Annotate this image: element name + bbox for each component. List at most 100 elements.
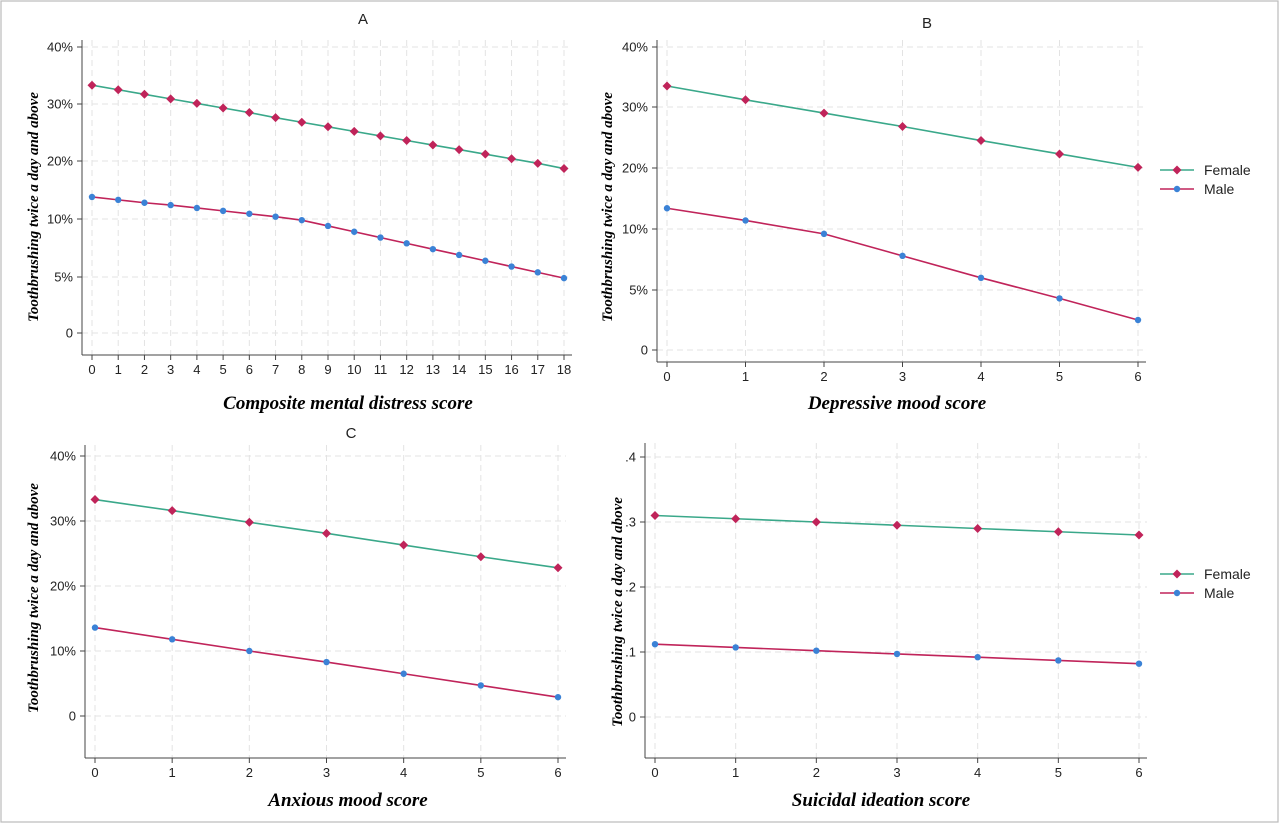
x-tick-label: 9 [324,362,331,377]
x-tick-label: 7 [272,362,279,377]
x-tick-label: 1 [169,765,176,780]
y-tick-label: 0 [66,326,73,341]
data-point [271,113,281,123]
x-tick-label: 18 [557,362,571,377]
data-point [297,117,307,127]
series-female [650,511,1144,540]
data-point [90,495,100,505]
data-point [553,563,563,573]
legend-item-female: Female [1160,566,1251,582]
data-point [168,636,176,643]
y-axis-label: Toothbrushing twice a day and above [26,92,42,322]
x-tick-label: 0 [91,765,98,780]
legend-label: Female [1204,162,1251,178]
y-tick-label: 5% [629,283,648,298]
data-point [87,80,97,90]
legend-marker [1173,589,1181,597]
data-point [246,210,253,217]
data-point [813,647,820,654]
panel-4: 0 .1 .2 .3 .4 0 1 2 3 4 5 6 Suicidal ideation score T… [610,443,1251,811]
y-tick-label: 20% [47,154,73,169]
x-tick-label: 3 [893,765,900,780]
data-point [193,204,201,212]
x-tick-label: 4 [977,369,984,384]
x-tick-label: 4 [974,765,981,780]
panel-3: 0 10% 20% 30% 40% 0 1 2 3 4 5 6 C Anxious mood score T… [26,425,566,811]
data-point [811,517,821,527]
x-tick-label: 1 [732,765,739,780]
data-point [246,647,253,655]
x-tick-label: 2 [141,362,148,377]
x-tick-label: 6 [1134,369,1141,384]
y-axis-label: Toothbrushing twice a day and above [600,92,616,322]
data-point [977,274,985,281]
x-axis-label: Anxious mood score [267,790,428,811]
data-point [559,164,569,174]
data-point [167,201,174,209]
data-point [1055,149,1064,159]
y-tick-label: 0 [641,343,648,358]
y-tick-label: 40% [50,449,76,464]
x-tick-label: 6 [554,765,561,780]
x-axis-label: Composite mental distress score [223,393,473,414]
data-point [1134,316,1142,324]
y-tick-label: 40% [47,40,73,55]
data-point [973,524,983,533]
x-tick-label: 0 [663,369,670,384]
data-point [167,506,177,516]
x-tick-label: 5 [1055,765,1062,780]
x-tick-label: 13 [426,362,440,377]
y-tick-label: 20% [622,161,648,176]
data-point [899,252,906,260]
data-point [219,207,227,215]
legend-item-male: Male [1160,585,1235,601]
series-1 [87,80,569,174]
series-male [663,205,1142,324]
data-point [244,517,254,527]
x-tick-label: 1 [115,362,122,377]
x-tick-label: 5 [1056,369,1063,384]
x-tick-label: 4 [400,765,407,780]
x-tick-label: 0 [88,362,95,377]
data-point [741,95,750,105]
data-point [974,654,981,661]
data-point [403,240,410,247]
data-point [662,81,672,91]
data-point [651,641,659,648]
data-point [88,193,96,201]
y-axis-label: Toothbrushing twice a day and above [610,497,626,727]
series-1 [90,495,563,573]
x-tick-label: 15 [478,362,492,377]
data-point [892,520,902,530]
data-point [898,122,907,132]
y-tick-label: 30% [47,97,73,112]
x-tick-label: 3 [167,362,174,377]
data-point [507,154,517,164]
x-tick-label: 6 [1135,765,1142,780]
data-point [742,217,749,224]
data-point [402,135,412,145]
y-axis-label: Toothbrushing twice a day and above [26,483,42,713]
x-tick-label: 12 [399,362,413,377]
x-axis-label: Suicidal ideation score [792,790,971,811]
data-point [400,670,407,677]
series-2 [91,624,562,701]
data-point [351,228,358,235]
x-tick-label: 14 [452,362,466,377]
y-tick-label: 5% [54,270,73,285]
data-point [1134,530,1144,540]
data-point [534,269,541,276]
y-tick-label: .4 [625,450,636,465]
data-point [1053,527,1063,537]
y-tick-label: 30% [50,514,76,529]
data-point [508,263,515,270]
y-tick-label: 20% [50,579,76,594]
y-tick-label: 30% [622,100,648,115]
legend-label: Female [1204,566,1251,582]
y-tick-label: 0 [69,709,76,724]
data-point [115,196,122,204]
data-point [1133,162,1143,172]
data-point [650,511,660,520]
data-point [272,213,279,220]
series-2 [88,193,568,282]
